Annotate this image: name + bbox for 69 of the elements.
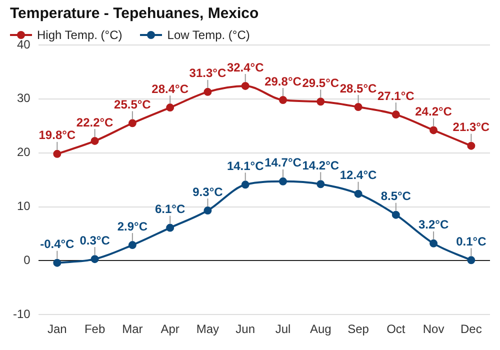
- y-tick-label: -10: [13, 306, 31, 321]
- point: [392, 210, 400, 219]
- point: [128, 119, 136, 128]
- point: [204, 88, 212, 96]
- data-label: 25.5°C: [114, 97, 152, 112]
- data-label: 21.3°C: [452, 120, 490, 134]
- x-tick-label: May: [196, 322, 220, 336]
- point: [90, 255, 99, 264]
- data-label: 29.5°C: [302, 76, 340, 90]
- data-label: 8.5°C: [380, 189, 412, 204]
- point: [430, 239, 438, 248]
- data-label: 0.1°C: [456, 234, 487, 248]
- data-label: 9.3°C: [192, 184, 224, 199]
- point: [316, 180, 325, 188]
- data-label: 6.1°C: [155, 202, 186, 216]
- point: [53, 258, 62, 267]
- x-tick-label: Sep: [348, 322, 370, 336]
- data-label: 29.8°C: [264, 74, 302, 88]
- point: [316, 98, 325, 106]
- point: [467, 256, 476, 264]
- y-tick-label: 20: [16, 145, 31, 160]
- point: [53, 150, 62, 158]
- x-tick-label: Jun: [236, 322, 256, 336]
- data-label: 19.8°C: [38, 128, 76, 142]
- point: [90, 136, 99, 145]
- x-tick-label: Nov: [422, 322, 444, 336]
- legend-label: High Temp. (°C): [37, 28, 122, 42]
- data-label: 27.1°C: [377, 88, 415, 103]
- y-tick-label: 0: [24, 252, 31, 267]
- data-label: 28.5°C: [340, 81, 378, 96]
- point: [166, 224, 174, 232]
- x-tick-label: Dec: [460, 322, 482, 336]
- point: [241, 180, 250, 189]
- x-tick-label: Feb: [84, 322, 106, 336]
- data-label: 14.7°C: [264, 156, 302, 170]
- x-tick-label: Jul: [275, 322, 291, 336]
- data-label: 2.9°C: [117, 219, 148, 234]
- x-tick-label: Oct: [386, 322, 406, 336]
- point: [430, 126, 438, 134]
- data-label: 24.2°C: [415, 104, 452, 119]
- data-label: 0.3°C: [80, 233, 110, 248]
- x-tick-label: Apr: [160, 322, 180, 336]
- x-tick-label: Mar: [122, 322, 143, 336]
- point: [128, 241, 136, 250]
- point: [204, 206, 212, 215]
- data-label: 31.3°C: [189, 66, 226, 80]
- point: [354, 103, 362, 112]
- data-label: 3.2°C: [418, 218, 449, 232]
- chart-title: Temperature - Tepehuanes, Mexico: [10, 5, 259, 22]
- point: [354, 190, 362, 198]
- data-label: 32.4°C: [226, 60, 264, 74]
- data-label: 22.2°C: [76, 115, 114, 130]
- x-tick-label: Aug: [310, 322, 332, 336]
- point: [278, 96, 287, 104]
- data-label: 14.1°C: [226, 158, 264, 173]
- point: [166, 104, 174, 112]
- data-label: 12.4°C: [340, 168, 378, 182]
- data-label: -0.4°C: [40, 237, 75, 252]
- x-tick-label: Jan: [47, 322, 67, 336]
- point: [467, 142, 476, 150]
- y-tick-label: 30: [16, 91, 31, 106]
- point: [392, 110, 400, 119]
- point: [241, 82, 250, 90]
- y-tick-label: 10: [16, 199, 31, 214]
- data-label: 14.2°C: [302, 158, 340, 172]
- point: [278, 177, 287, 186]
- y-tick-label: 40: [16, 37, 31, 52]
- data-label: 28.4°C: [152, 82, 189, 96]
- legend-label: Low Temp. (°C): [167, 28, 250, 42]
